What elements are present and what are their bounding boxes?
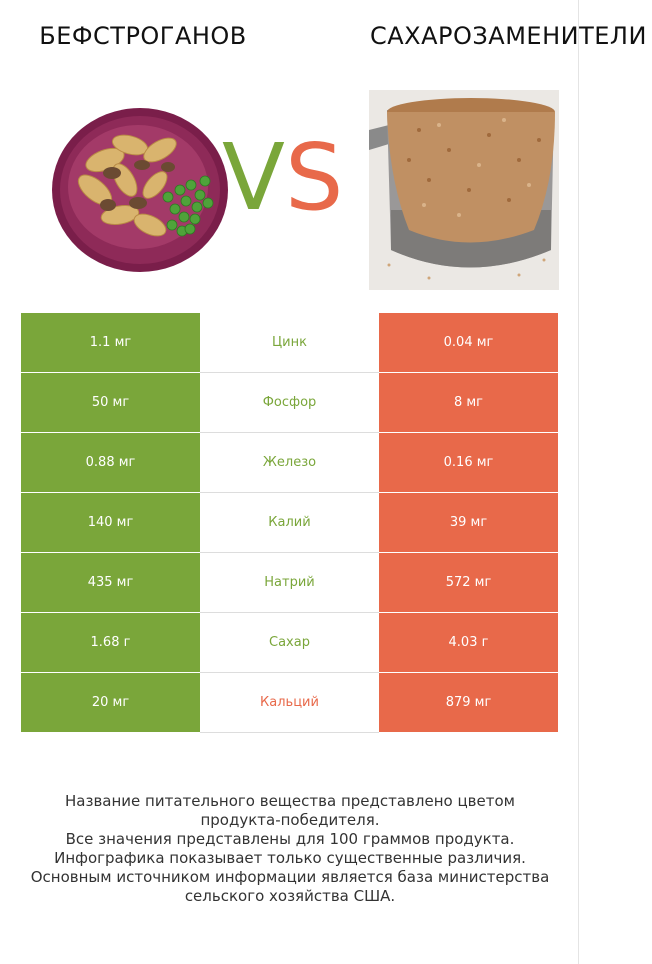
right-value-cell: 0.04 мг [379, 313, 558, 372]
frame-divider [578, 0, 579, 964]
left-value-cell: 50 мг [21, 373, 200, 432]
right-value-cell: 8 мг [379, 373, 558, 432]
table-row: 140 мг Калий 39 мг [21, 493, 558, 553]
versus-v: V [222, 124, 285, 231]
footnote-line: продукта-победителя. [200, 811, 380, 829]
left-value-cell: 0.88 мг [21, 433, 200, 492]
right-value-cell: 0.16 мг [379, 433, 558, 492]
table-row: 1.1 мг Цинк 0.04 мг [21, 313, 558, 373]
right-value-cell: 879 мг [379, 673, 558, 732]
table-row: 20 мг Кальций 879 мг [21, 673, 558, 733]
nutrient-name-cell: Железо [200, 433, 379, 493]
beef-stroganoff-image [52, 108, 228, 272]
table-row: 50 мг Фосфор 8 мг [21, 373, 558, 433]
nutrient-name-cell: Цинк [200, 313, 379, 373]
versus-s: S [284, 124, 344, 231]
left-value-cell: 20 мг [21, 673, 200, 732]
versus-label: VS [222, 132, 343, 224]
nutrient-name-cell: Фосфор [200, 373, 379, 433]
right-food-title: САХАРОЗАМЕНИТЕЛИ [370, 22, 647, 50]
footnote-line: Инфографика показывает только существенн… [54, 849, 526, 867]
right-value-cell: 572 мг [379, 553, 558, 612]
footnote-line: Все значения представлены для 100 граммо… [65, 830, 515, 848]
left-food-title: БЕФСТРОГАНОВ [39, 22, 247, 50]
footnote-line: Основным источником информации является … [30, 868, 550, 886]
table-row: 435 мг Натрий 572 мг [21, 553, 558, 613]
nutrient-comparison-table: 1.1 мг Цинк 0.04 мг 50 мг Фосфор 8 мг 0.88 мг Ж… [21, 313, 558, 733]
right-value-cell: 4.03 г [379, 613, 558, 672]
left-value-cell: 1.1 мг [21, 313, 200, 372]
nutrient-name-cell: Натрий [200, 553, 379, 613]
nutrient-name-cell: Сахар [200, 613, 379, 673]
left-value-cell: 1.68 г [21, 613, 200, 672]
footnote: Название питательного вещества представл… [20, 792, 560, 906]
nutrient-name-cell: Кальций [200, 673, 379, 733]
table-row: 1.68 г Сахар 4.03 г [21, 613, 558, 673]
footnote-line: сельского хозяйства США. [184, 887, 396, 905]
footnote-line: Название питательного вещества представл… [65, 792, 515, 810]
left-value-cell: 435 мг [21, 553, 200, 612]
sugar-substitute-image [369, 90, 559, 290]
left-value-cell: 140 мг [21, 493, 200, 552]
right-value-cell: 39 мг [379, 493, 558, 552]
nutrient-name-cell: Калий [200, 493, 379, 553]
table-row: 0.88 мг Железо 0.16 мг [21, 433, 558, 493]
